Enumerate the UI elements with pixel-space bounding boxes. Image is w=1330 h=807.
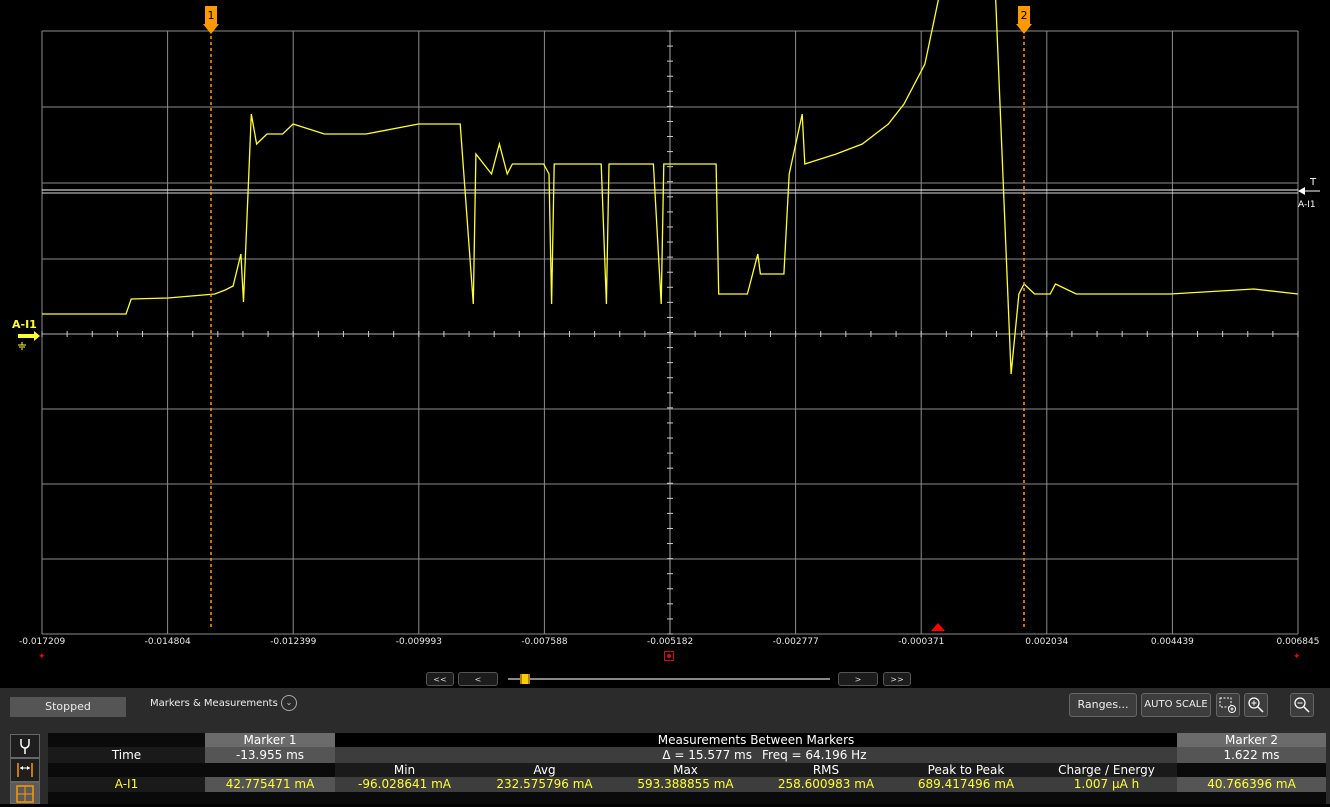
chevron-down-icon[interactable]: ⌄ [281,695,297,711]
peak-to-peak-value: 689.417496 mA [896,777,1036,792]
delta-time: Δ = 15.577 ms [335,747,758,763]
marker-2-value: 40.766396 mA [1177,777,1326,792]
markers-measurements-label: Markers & Measurements [150,698,278,709]
col-header-charge-energy: Charge / Energy [1036,763,1177,777]
grid-icon[interactable] [10,782,40,804]
trigger-channel-label: A-I1 [1298,200,1316,210]
timeline-slider-thumb[interactable] [520,674,530,684]
channel-row-label: A-I1 [48,777,205,792]
zoom-in-icon[interactable] [1244,693,1268,717]
marker-2-header: Marker 2 [1177,733,1326,747]
marker-2[interactable]: 2 [1016,6,1032,627]
nav-prev-button[interactable]: < [458,672,498,686]
center-time-marker[interactable] [664,651,674,661]
marker-1[interactable]: 1 [203,6,219,627]
ranges-button[interactable]: Ranges... [1069,693,1137,717]
col-header-min: Min [335,763,474,777]
col-header-peak-to-peak: Peak to Peak [896,763,1036,777]
rms-value: 258.600983 mA [756,777,896,792]
min-value: -96.028641 mA [335,777,474,792]
charge-energy-value: 1.007 µA h [1036,777,1177,792]
marker-measure-icon[interactable] [10,758,40,782]
right-bound-marker: ✦ [1293,652,1301,662]
marker-1-header: Marker 1 [205,733,335,747]
x-tick-label: -0.000371 [898,637,945,647]
marker-2-label: 2 [1021,9,1028,22]
frequency: Freq = 64.196 Hz [758,747,1177,763]
nav-last-button[interactable]: >> [883,672,911,686]
nav-first-button[interactable]: << [426,672,454,686]
channel-label: A-I1 [12,318,37,331]
nav-next-button[interactable]: > [838,672,878,686]
time-row-label: Time [48,747,205,763]
x-tick-label: -0.014804 [144,637,191,647]
probe-icon[interactable] [10,734,40,758]
x-tick-label: -0.012399 [270,637,317,647]
measurements-table: Marker 1 Measurements Between Markers Ma… [48,733,1326,804]
x-tick-label: -0.005182 [647,637,694,647]
between-markers-header: Measurements Between Markers [335,733,1177,747]
col-header-rms: RMS [756,763,896,777]
x-tick-label: 0.002034 [1025,637,1069,647]
trigger-position-marker[interactable] [931,623,945,631]
oscilloscope-display[interactable]: 1 2 A-I1 T A-I1 [0,0,1330,670]
avg-value: 232.575796 mA [474,777,615,792]
x-tick-label: 0.006845 [1276,637,1320,647]
scope-grid [41,30,1299,635]
timeline-slider[interactable] [508,678,830,680]
marker-1-value: 42.775471 mA [205,777,335,792]
col-header-max: Max [615,763,756,777]
max-value: 593.388855 mA [615,777,756,792]
channel-ground-indicator[interactable]: A-I1 [12,318,40,350]
auto-scale-button[interactable]: AUTO SCALE [1141,693,1211,717]
marker-1-label: 1 [208,9,215,22]
axis-ticks [41,30,1299,635]
left-bound-marker: ✦ [38,652,46,662]
x-tick-label: -0.017209 [19,637,66,647]
x-tick-label: 0.004439 [1150,637,1194,647]
x-tick-label: -0.009993 [395,637,442,647]
x-tick-label: -0.007588 [521,637,568,647]
run-status-button[interactable]: Stopped [10,697,126,717]
trigger-level-indicator[interactable]: T A-I1 [1298,177,1320,210]
marker-1-time: -13.955 ms [205,747,335,763]
signal-trace [42,0,1299,375]
zoom-out-icon[interactable] [1290,693,1314,717]
zoom-box-icon[interactable] [1216,693,1240,717]
trigger-label: T [1309,177,1317,188]
col-header-avg: Avg [474,763,615,777]
x-tick-label: -0.002777 [772,637,819,647]
marker-2-time: 1.622 ms [1177,747,1326,763]
